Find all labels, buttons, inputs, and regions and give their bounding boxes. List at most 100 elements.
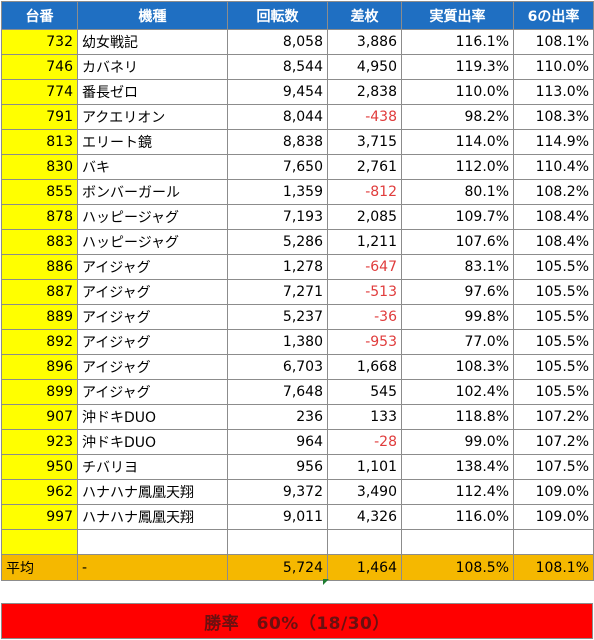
machine-type-cell: ハッピージャグ [77, 229, 228, 255]
actual-rate-cell: 110.0% [401, 79, 514, 105]
machine-type-cell: アイジャグ [77, 304, 228, 330]
table-row: 813 エリート鏡 8,838 3,715 114.0% 114.9% [1, 129, 594, 155]
machine-number-cell: 892 [1, 329, 78, 355]
difference-cell: 2,838 [327, 79, 402, 105]
difference-cell: -647 [327, 254, 402, 280]
table-row: 887 アイジャグ 7,271 -513 97.6% 105.5% [1, 279, 594, 305]
header-row: 台番 機種 回転数 差枚 実質出率 6の出率 [1, 1, 594, 30]
average-spins: 5,724 [227, 554, 328, 581]
machine-type-cell: 幼女戦記 [77, 29, 228, 55]
table-row: 878 ハッピージャグ 7,193 2,085 109.7% 108.4% [1, 204, 594, 230]
actual-rate-cell: 109.7% [401, 204, 514, 230]
cell-comment-marker [323, 579, 329, 585]
win-rate-bar: 勝率 60%（18/30） [1, 603, 593, 639]
average-difference: 1,464 [327, 554, 402, 581]
empty-cell [401, 529, 514, 555]
machine-type-cell: アイジャグ [77, 254, 228, 280]
header-difference: 差枚 [327, 1, 402, 30]
actual-rate-cell: 83.1% [401, 254, 514, 280]
actual-rate-cell: 118.8% [401, 404, 514, 430]
header-machine-number: 台番 [1, 1, 78, 30]
difference-cell: 2,085 [327, 204, 402, 230]
spins-cell: 236 [227, 404, 328, 430]
difference-cell: 4,326 [327, 504, 402, 530]
difference-cell: 545 [327, 379, 402, 405]
actual-rate-cell: 108.3% [401, 354, 514, 380]
actual-rate-cell: 138.4% [401, 454, 514, 480]
machine-number-cell: 830 [1, 154, 78, 180]
table-row: 907 沖ドキDUO 236 133 118.8% 107.2% [1, 404, 594, 430]
average-actual-rate: 108.5% [401, 554, 514, 581]
header-machine-type: 機種 [77, 1, 228, 30]
machine-type-cell: 番長ゼロ [77, 79, 228, 105]
setting6-rate-cell: 108.2% [513, 179, 594, 205]
actual-rate-cell: 112.4% [401, 479, 514, 505]
spins-cell: 9,372 [227, 479, 328, 505]
table-row: 855 ボンバーガール 1,359 -812 80.1% 108.2% [1, 179, 594, 205]
actual-rate-cell: 102.4% [401, 379, 514, 405]
machine-number-cell: 962 [1, 479, 78, 505]
difference-cell: 133 [327, 404, 402, 430]
difference-cell: 1,101 [327, 454, 402, 480]
table-row: 892 アイジャグ 1,380 -953 77.0% 105.5% [1, 329, 594, 355]
empty-cell [513, 529, 594, 555]
machine-number-cell: 899 [1, 379, 78, 405]
spins-cell: 9,011 [227, 504, 328, 530]
table-row: 997 ハナハナ鳳凰天翔 9,011 4,326 116.0% 109.0% [1, 504, 594, 530]
machine-type-cell: 沖ドキDUO [77, 429, 228, 455]
setting6-rate-cell: 105.5% [513, 329, 594, 355]
spins-cell: 1,359 [227, 179, 328, 205]
machine-type-cell: アイジャグ [77, 329, 228, 355]
difference-cell: -953 [327, 329, 402, 355]
setting6-rate-cell: 105.5% [513, 254, 594, 280]
spins-cell: 1,278 [227, 254, 328, 280]
table-row: 962 ハナハナ鳳凰天翔 9,372 3,490 112.4% 109.0% [1, 479, 594, 505]
machine-number-cell: 813 [1, 129, 78, 155]
actual-rate-cell: 114.0% [401, 129, 514, 155]
setting6-rate-cell: 105.5% [513, 354, 594, 380]
actual-rate-cell: 119.3% [401, 54, 514, 80]
spins-cell: 956 [227, 454, 328, 480]
header-actual-rate: 実質出率 [401, 1, 514, 30]
difference-cell: -812 [327, 179, 402, 205]
actual-rate-cell: 116.1% [401, 29, 514, 55]
spins-cell: 7,650 [227, 154, 328, 180]
machine-number-cell: 855 [1, 179, 78, 205]
difference-cell: -513 [327, 279, 402, 305]
table-row: 746 カバネリ 8,544 4,950 119.3% 110.0% [1, 54, 594, 80]
empty-id-cell [1, 529, 78, 555]
table-row: 889 アイジャグ 5,237 -36 99.8% 105.5% [1, 304, 594, 330]
table-row: 830 バキ 7,650 2,761 112.0% 110.4% [1, 154, 594, 180]
machine-number-cell: 732 [1, 29, 78, 55]
setting6-rate-cell: 110.4% [513, 154, 594, 180]
spins-cell: 8,838 [227, 129, 328, 155]
setting6-rate-cell: 108.4% [513, 204, 594, 230]
table-row: 774 番長ゼロ 9,454 2,838 110.0% 113.0% [1, 79, 594, 105]
spins-cell: 8,544 [227, 54, 328, 80]
setting6-rate-cell: 107.2% [513, 404, 594, 430]
setting6-rate-cell: 109.0% [513, 479, 594, 505]
setting6-rate-cell: 113.0% [513, 79, 594, 105]
machine-type-cell: エリート鏡 [77, 129, 228, 155]
average-label: 平均 [1, 554, 78, 581]
difference-cell: -36 [327, 304, 402, 330]
actual-rate-cell: 112.0% [401, 154, 514, 180]
machine-type-cell: チバリヨ [77, 454, 228, 480]
spins-cell: 7,271 [227, 279, 328, 305]
setting6-rate-cell: 108.3% [513, 104, 594, 130]
average-setting6-rate: 108.1% [513, 554, 594, 581]
spins-cell: 8,044 [227, 104, 328, 130]
spins-cell: 6,703 [227, 354, 328, 380]
setting6-rate-cell: 105.5% [513, 304, 594, 330]
actual-rate-cell: 98.2% [401, 104, 514, 130]
difference-cell: 4,950 [327, 54, 402, 80]
table-row: 923 沖ドキDUO 964 -28 99.0% 107.2% [1, 429, 594, 455]
table-row: 896 アイジャグ 6,703 1,668 108.3% 105.5% [1, 354, 594, 380]
average-row: 平均 - 5,724 1,464 108.5% 108.1% [1, 554, 594, 581]
machine-type-cell: ボンバーガール [77, 179, 228, 205]
table-row: 883 ハッピージャグ 5,286 1,211 107.6% 108.4% [1, 229, 594, 255]
actual-rate-cell: 97.6% [401, 279, 514, 305]
machine-type-cell: バキ [77, 154, 228, 180]
difference-cell: 1,668 [327, 354, 402, 380]
machine-type-cell: 沖ドキDUO [77, 404, 228, 430]
